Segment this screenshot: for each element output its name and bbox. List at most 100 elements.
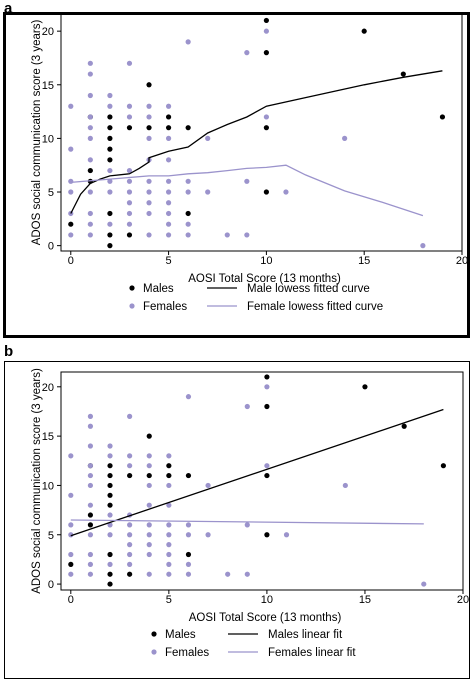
data-point (107, 103, 113, 109)
data-point (126, 178, 133, 184)
data-point (205, 482, 211, 489)
data-point (107, 502, 113, 508)
data-point (87, 561, 94, 567)
data-point (225, 571, 231, 577)
data-point (107, 453, 113, 459)
data-point (263, 114, 269, 120)
data-point (107, 114, 113, 120)
data-point (87, 189, 93, 195)
data-point (342, 482, 348, 489)
data-point (87, 512, 94, 518)
data-point (87, 443, 94, 449)
data-point (87, 167, 93, 174)
legend-label: Male lowess fitted curve (247, 283, 370, 295)
data-point (146, 502, 152, 508)
data-point (107, 492, 113, 498)
data-point (87, 413, 94, 419)
y-axis-label: ADOS social communication score (3 years… (31, 368, 43, 594)
data-point (283, 189, 289, 195)
legend-label: Females (165, 647, 209, 659)
data-point (185, 178, 191, 184)
data-point (185, 551, 192, 558)
data-point (146, 210, 152, 217)
data-point (126, 167, 133, 174)
data-point (263, 50, 269, 56)
data-point (264, 472, 270, 479)
data-point (146, 453, 152, 459)
data-point (87, 135, 93, 141)
data-point (165, 232, 172, 238)
legend: Males Females Males linear fit Females line… (151, 629, 356, 659)
data-point (166, 472, 172, 479)
data-point (283, 532, 290, 538)
data-point (87, 221, 93, 227)
panel-b-label: b (4, 343, 14, 360)
data-point (127, 551, 133, 558)
data-point (166, 542, 172, 548)
data-point (205, 135, 211, 141)
legend-label: Females linear fit (268, 647, 356, 659)
legend: Males Females Male lowess fitted curve Fema… (129, 283, 383, 313)
data-point (127, 522, 133, 528)
data-point (107, 571, 113, 577)
data-point (342, 135, 348, 141)
data-point (87, 502, 94, 508)
data-point (185, 394, 192, 400)
data-point (146, 178, 152, 184)
y-tick-label: 10 (42, 480, 54, 492)
legend-label: Males linear fit (268, 629, 343, 641)
data-point (107, 551, 113, 558)
data-point (264, 403, 270, 410)
data-point (68, 146, 74, 152)
data-point (68, 571, 74, 577)
data-point (68, 221, 74, 227)
data-point (146, 82, 152, 88)
chart-panel-b: 0 5 10 15 20 0 5 10 15 20 AOSI Total Score (13 mon… (31, 368, 469, 659)
data-point (263, 189, 269, 195)
legend-marker (129, 303, 135, 309)
x-tick-label: 20 (456, 255, 468, 267)
y-tick-label: 10 (42, 133, 54, 145)
data-point (126, 189, 133, 195)
series-males (68, 17, 446, 249)
data-point (185, 571, 192, 577)
data-point (87, 551, 94, 558)
data-point (244, 522, 250, 528)
data-point (185, 532, 192, 538)
data-point (107, 167, 113, 174)
data-point (107, 189, 113, 195)
data-point (439, 114, 446, 120)
data-point (107, 443, 113, 449)
series-females (68, 384, 427, 587)
data-point (87, 482, 94, 489)
y-tick-label: 15 (42, 80, 54, 92)
data-point (205, 532, 211, 538)
x-tick-label: 5 (166, 255, 172, 267)
legend-label: Female lowess fitted curve (247, 301, 383, 313)
data-point (68, 453, 74, 459)
data-point (264, 463, 270, 469)
x-axis-label: AOSI Total Score (13 months) (188, 273, 341, 285)
data-point (127, 532, 133, 538)
data-point (165, 200, 172, 206)
data-point (166, 551, 172, 558)
data-point (185, 210, 191, 217)
data-point (185, 561, 192, 567)
data-point (126, 232, 133, 238)
data-point (165, 103, 172, 109)
data-point (165, 189, 172, 195)
x-tick-label: 15 (359, 594, 371, 606)
data-point (146, 551, 152, 558)
data-point (362, 384, 368, 390)
data-point (185, 472, 192, 479)
fit-line-males-linear-fit (70, 408, 444, 537)
data-point (146, 482, 152, 489)
plot-area (60, 371, 464, 591)
data-point (185, 232, 191, 238)
legend-marker (151, 631, 157, 637)
x-tick-label: 0 (68, 594, 74, 606)
panel-a-label: a (4, 0, 13, 17)
data-point (165, 221, 172, 227)
data-point (126, 125, 133, 131)
